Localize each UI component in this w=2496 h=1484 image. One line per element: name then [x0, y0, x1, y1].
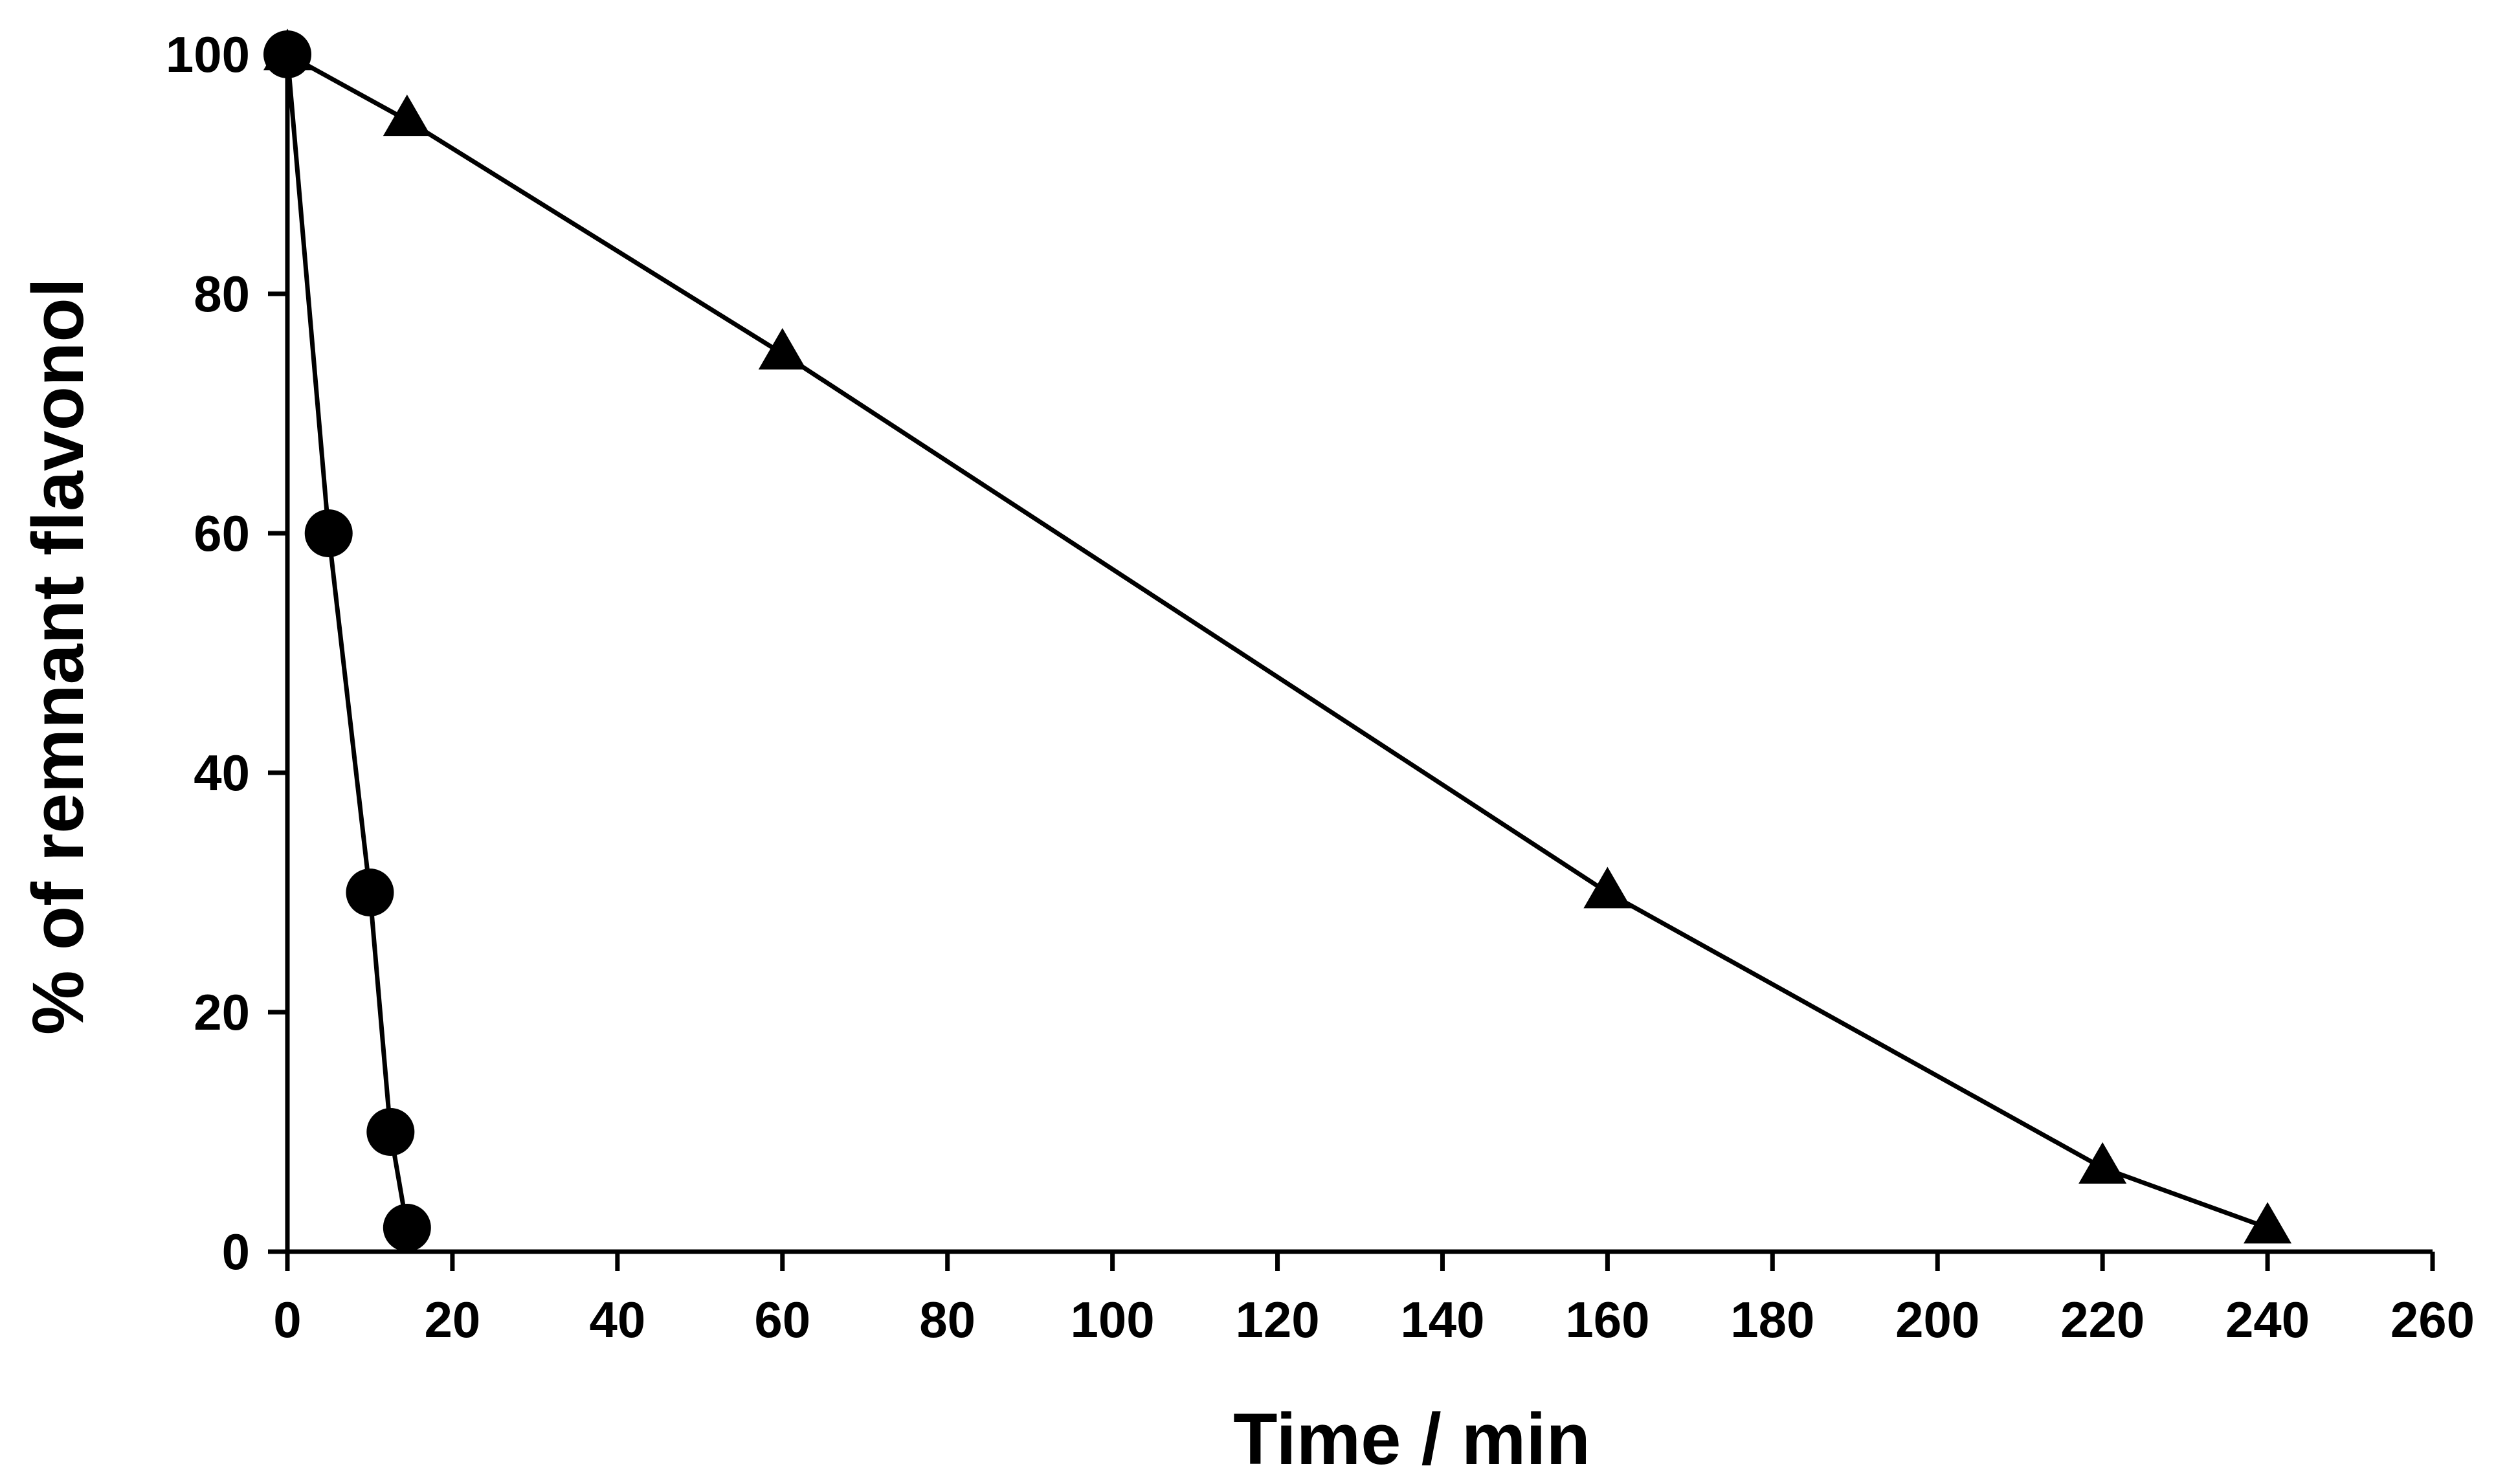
data-point-circle	[304, 509, 353, 557]
x-tick-label: 100	[1071, 1291, 1155, 1348]
x-tick-label: 260	[2390, 1291, 2475, 1348]
data-point-circle	[346, 869, 394, 916]
y-tick-label: 80	[194, 265, 250, 322]
y-axis-title: % of remnant flavonol	[17, 278, 98, 1035]
data-point-triangle	[2244, 1202, 2292, 1244]
y-tick-label: 60	[194, 505, 250, 562]
data-point-triangle	[758, 327, 807, 370]
x-tick-label: 120	[1235, 1291, 1319, 1348]
axes	[285, 54, 2433, 1254]
y-tick-label: 100	[166, 26, 250, 83]
y-tick-label: 20	[194, 984, 250, 1041]
x-tick-label: 200	[1895, 1291, 1979, 1348]
x-tick-label: 180	[1730, 1291, 1814, 1348]
x-tick-label: 240	[2225, 1291, 2310, 1348]
y-tick-label: 40	[194, 744, 250, 801]
series	[263, 28, 2292, 1252]
x-axis-title: Time / min	[1233, 1399, 1590, 1479]
x-tick-label: 60	[754, 1291, 810, 1348]
data-point-circle	[383, 1204, 431, 1252]
data-point-triangle	[263, 28, 311, 71]
data-point-circle	[366, 1108, 415, 1156]
x-tick-label: 220	[2060, 1291, 2145, 1348]
data-point-triangle	[2078, 1142, 2127, 1184]
y-tick-label: 0	[222, 1223, 250, 1280]
x-tick-label: 80	[919, 1291, 975, 1348]
x-tick-label: 0	[273, 1291, 301, 1348]
ticks: 0 20 40 60 80 100 120 140 160 180 200 220 240 260 0 20 4…	[166, 26, 2475, 1348]
x-tick-label: 160	[1565, 1291, 1649, 1348]
data-point-triangle	[383, 94, 431, 137]
x-tick-label: 20	[425, 1291, 481, 1348]
x-tick-label: 140	[1400, 1291, 1484, 1348]
series-line-circle	[285, 54, 410, 1228]
series-line-triangle	[286, 52, 2269, 1230]
data-point-triangle	[1583, 867, 1632, 909]
x-tick-label: 40	[589, 1291, 645, 1348]
